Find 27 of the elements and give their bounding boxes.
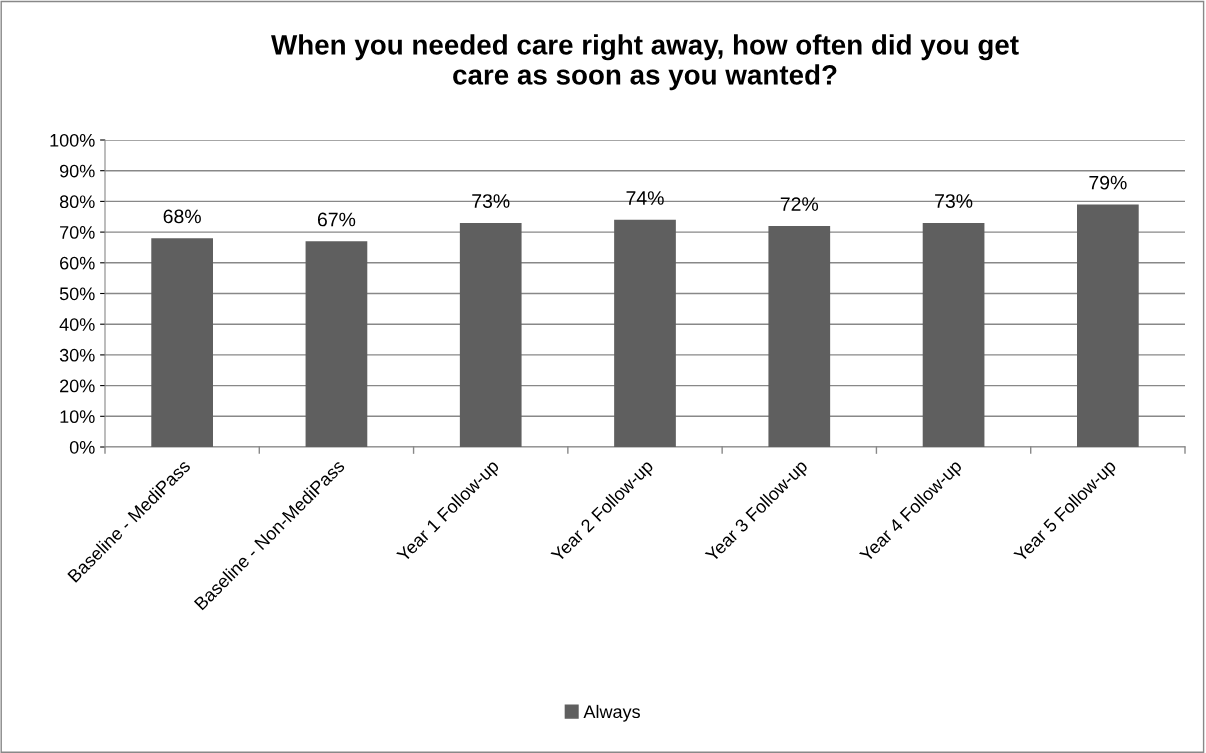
- data-label: 79%: [1089, 175, 1127, 190]
- y-tick-label: 90%: [59, 164, 95, 178]
- bar: [768, 225, 831, 447]
- y-tick-label: 0%: [69, 440, 95, 454]
- bar: [1077, 204, 1139, 447]
- data-label: 73%: [935, 194, 973, 208]
- bar: [151, 238, 213, 447]
- bar: [614, 219, 676, 447]
- chart-title: When you needed care right away, how often did you get care as soon as you wanted?: [271, 34, 1019, 91]
- y-tick-label: 40%: [59, 318, 95, 331]
- data-label: 67%: [317, 212, 356, 227]
- y-tick-label: 60%: [60, 256, 95, 270]
- y-tick-label: 50%: [59, 287, 95, 301]
- data-label: 73%: [472, 194, 510, 208]
- bar: [305, 241, 368, 447]
- y-tick-label: 80%: [59, 195, 95, 209]
- y-tick-label: 70%: [60, 226, 95, 239]
- bar: [922, 222, 985, 447]
- data-label: 74%: [626, 191, 664, 205]
- y-tick-label: 100%: [50, 133, 95, 147]
- y-tick-label: 30%: [59, 348, 95, 362]
- bar: [459, 222, 522, 447]
- y-tick-label: 20%: [60, 379, 95, 393]
- y-tick-label: 10%: [60, 410, 95, 424]
- data-label: 68%: [163, 209, 201, 224]
- legend-label: Always: [583, 704, 640, 722]
- data-label: 72%: [780, 197, 819, 211]
